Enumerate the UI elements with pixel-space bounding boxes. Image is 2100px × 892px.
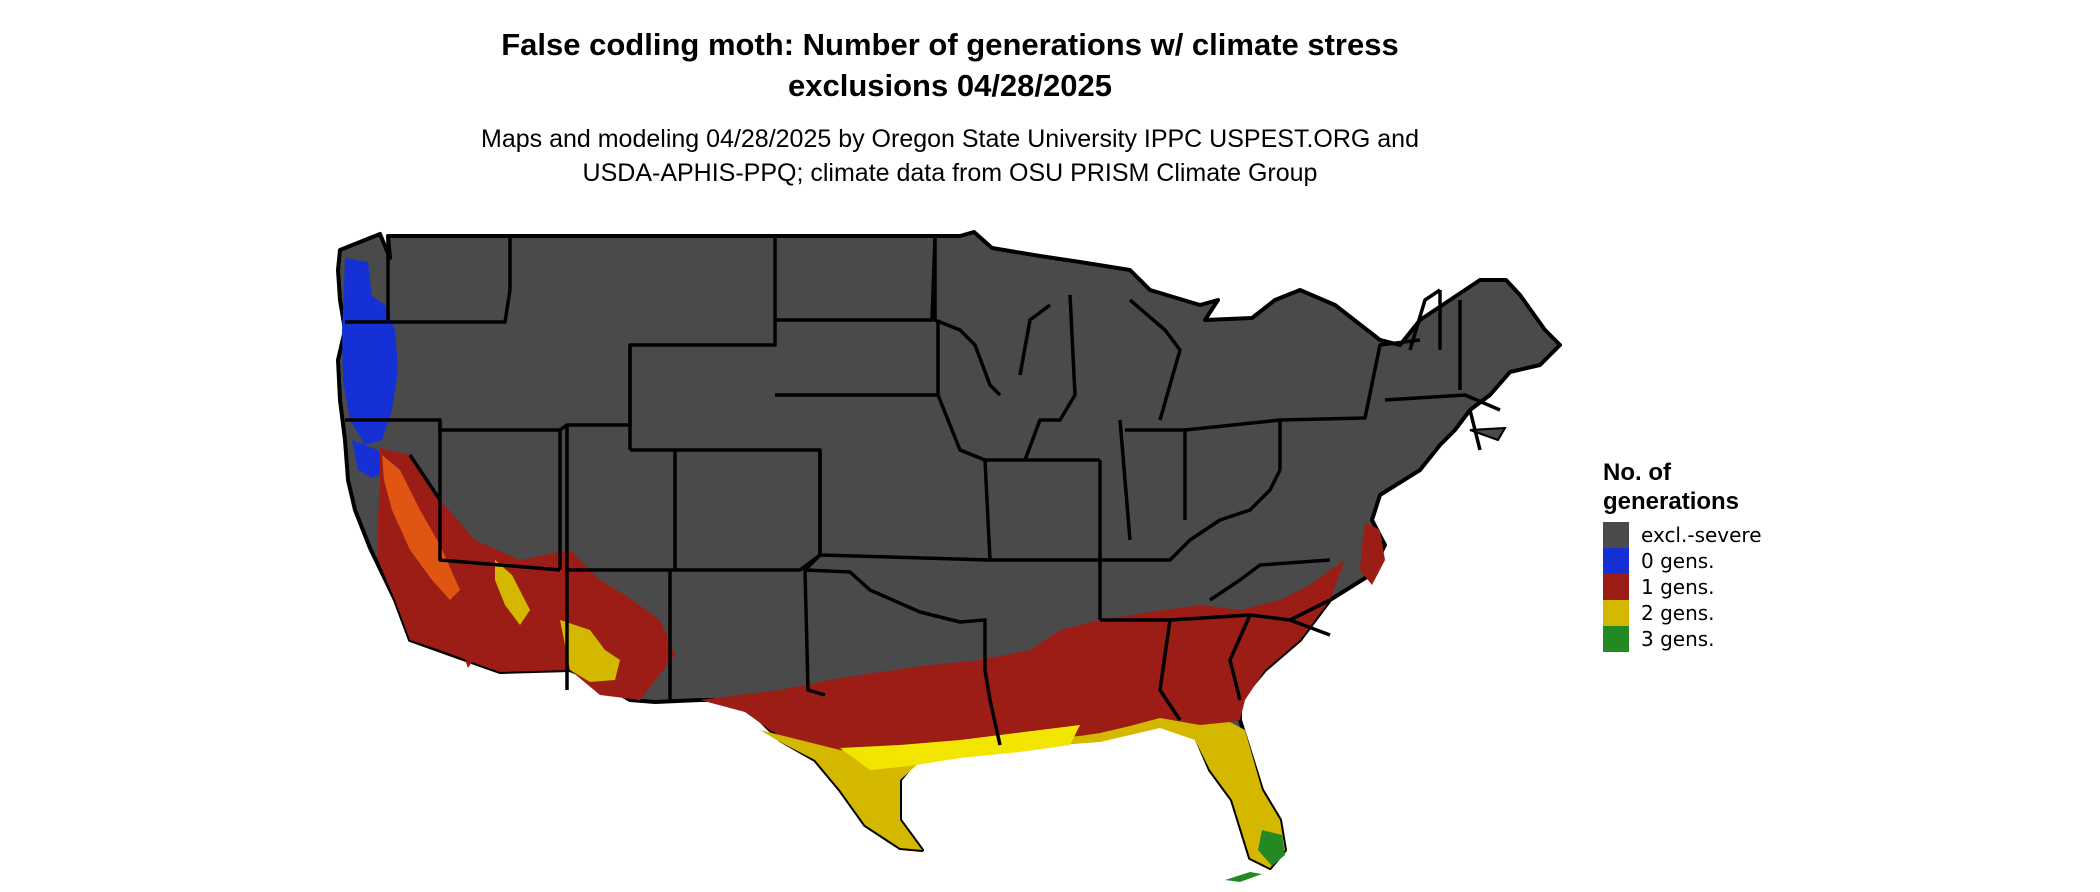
legend-label: excl.-severe (1641, 523, 1762, 547)
legend-swatch (1603, 626, 1629, 652)
legend-label: 2 gens. (1641, 601, 1715, 625)
subtitle-line-1: Maps and modeling 04/28/2025 by Oregon S… (481, 125, 1419, 153)
long-island (1469, 426, 1507, 442)
legend-item-3-gens: 3 gens. (1603, 626, 1863, 652)
zone-1-gens-east-coast (1360, 522, 1385, 585)
map-title: False codling moth: Number of generation… (0, 24, 1900, 106)
state-boundaries (345, 235, 1501, 746)
legend-label: 1 gens. (1641, 575, 1715, 599)
legend-title-line-2: generations (1603, 488, 1740, 515)
legend-items: excl.-severe 0 gens. 1 gens. 2 gens. 3 g… (1603, 522, 1863, 652)
channel-islands (428, 636, 472, 668)
zone-1-gens-orange-valley (382, 455, 460, 600)
zone-1-gens-california (378, 448, 675, 700)
legend-label: 0 gens. (1641, 549, 1715, 573)
legend-swatch (1603, 548, 1629, 574)
title-line-1: False codling moth: Number of generation… (501, 27, 1399, 62)
legend-swatch (1603, 522, 1629, 548)
zone-2-gens-desert (560, 620, 620, 682)
title-line-2: exclusions 04/28/2025 (787, 68, 1112, 103)
zone-2-gens-arizona (495, 560, 530, 625)
legend-item-2-gens: 2 gens. (1603, 600, 1863, 626)
subtitle-line-2: USDA-APHIS-PPQ; climate data from OSU PR… (582, 159, 1318, 187)
zone-0-gens-pacific (342, 258, 398, 445)
legend-title-line-1: No. of (1603, 459, 1671, 486)
legend-item-excl-severe: excl.-severe (1603, 522, 1863, 548)
legend-title: No. of generations (1603, 458, 1863, 516)
map-subtitle: Maps and modeling 04/28/2025 by Oregon S… (0, 122, 1900, 190)
legend-swatch (1603, 574, 1629, 600)
legend-swatch (1603, 600, 1629, 626)
legend-label: 3 gens. (1641, 627, 1715, 651)
zone-3-gens-florida (1258, 830, 1285, 866)
zone-2-gens-gulf-coast-bright (840, 725, 1080, 770)
florida-keys (1225, 872, 1262, 882)
climate-zones (342, 258, 1385, 868)
legend: No. of generations excl.-severe 0 gens. … (1603, 458, 1863, 652)
legend-item-0-gens: 0 gens. (1603, 548, 1863, 574)
legend-item-1-gens: 1 gens. (1603, 574, 1863, 600)
zone-1-gens-south (700, 560, 1345, 755)
